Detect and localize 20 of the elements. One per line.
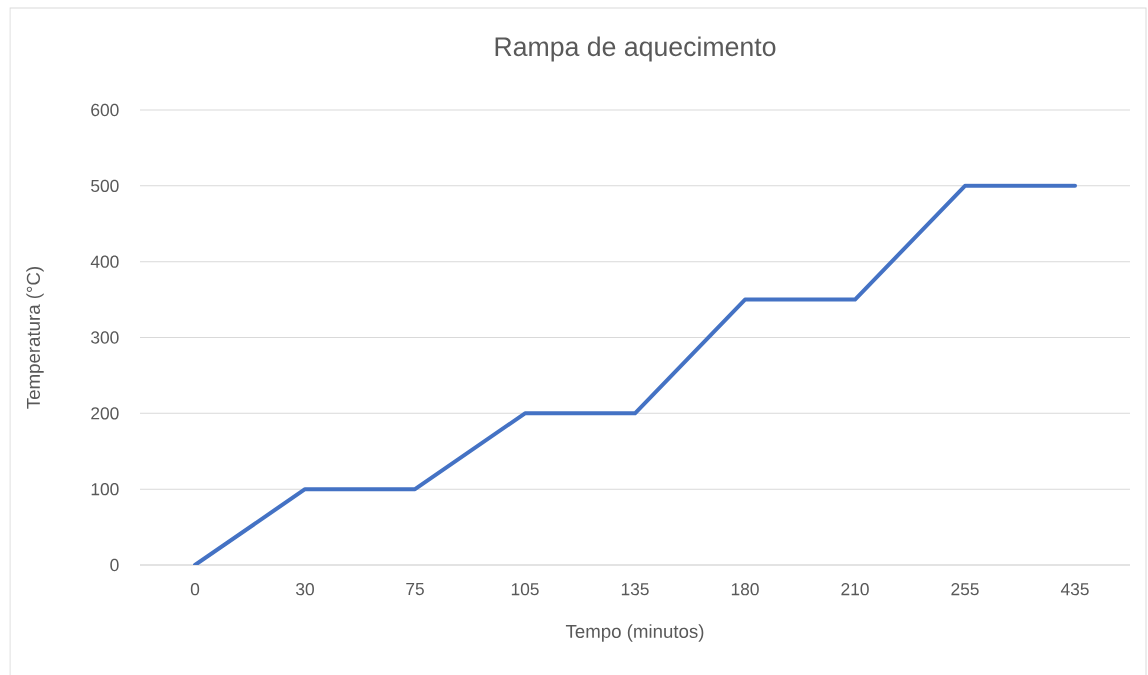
x-tick-label: 30 — [296, 583, 314, 596]
x-tick-label: 105 — [511, 583, 539, 596]
y-tick-label: 200 — [91, 407, 119, 420]
y-tick-label: 100 — [91, 483, 119, 496]
x-tick-label: 75 — [406, 583, 424, 596]
x-tick-label: 435 — [1060, 583, 1089, 596]
x-tick-label: 210 — [841, 583, 869, 596]
x-tick-label: 255 — [951, 583, 979, 596]
x-axis-title: Tempo (minutos) — [565, 624, 704, 642]
chart-title: Rampa de aquecimento — [495, 36, 776, 62]
y-tick-label: 500 — [91, 179, 119, 192]
x-tick-label: 180 — [731, 583, 759, 596]
line-series — [193, 183, 1078, 565]
y-axis-title: Temperatura (°C) — [26, 267, 44, 409]
y-tick-label: 300 — [91, 331, 119, 344]
x-tick-label: 135 — [621, 583, 649, 596]
y-tick-label: 400 — [90, 255, 119, 268]
y-tick-label: 600 — [91, 103, 119, 117]
x-tick-label: 0 — [190, 583, 200, 596]
y-tick-label: 0 — [110, 558, 119, 572]
